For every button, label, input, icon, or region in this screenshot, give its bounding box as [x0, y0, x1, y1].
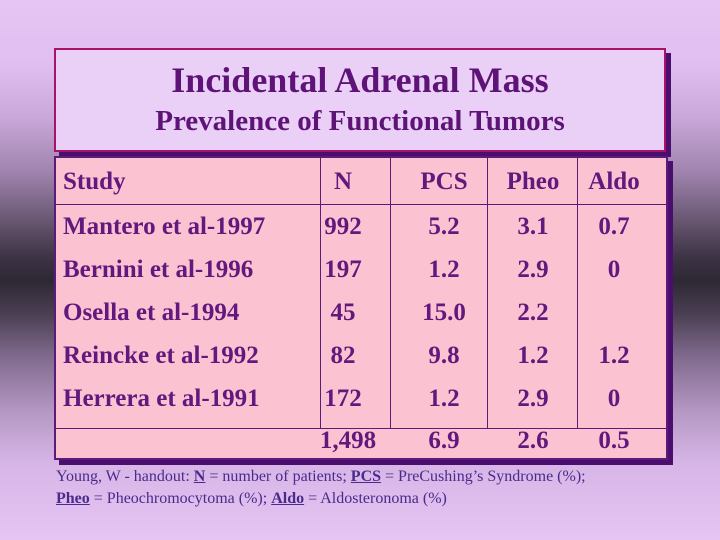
row-aldo: 0.7 [598, 213, 630, 240]
slide-subtitle: Prevalence of Functional Tumors [155, 105, 565, 137]
column-divider [390, 158, 391, 428]
row-study: Reincke et al-1992 [63, 342, 259, 369]
row-study: Osella et al-1994 [63, 299, 240, 326]
footnote: Young, W - handout: N = number of patien… [56, 466, 676, 510]
row-aldo: 0 [607, 256, 621, 283]
header-divider [56, 204, 666, 205]
footnote-pheo-def: = Pheochromocytoma (%); [89, 490, 272, 507]
total-pheo: 2.6 [517, 427, 549, 454]
header-n: N [333, 168, 353, 195]
total-pcs: 6.9 [428, 427, 460, 454]
row-pheo: 2.2 [517, 299, 549, 326]
row-n: 172 [324, 385, 362, 412]
title-box: Incidental Adrenal Mass Prevalence of Fu… [54, 48, 666, 152]
footnote-prefix: Young, W - handout: [56, 468, 194, 485]
header-pcs: PCS [420, 168, 468, 195]
column-divider [320, 158, 321, 428]
totals-divider [56, 428, 666, 429]
footnote-n-def: = number of patients; [205, 468, 351, 485]
row-aldo: 0 [607, 385, 621, 412]
row-pheo: 1.2 [517, 342, 549, 369]
footnote-n-abbr: N [193, 468, 206, 485]
row-n: 992 [324, 213, 362, 240]
header-study: Study [63, 168, 126, 195]
row-aldo: 1.2 [598, 342, 630, 369]
row-pcs: 5.2 [428, 213, 460, 240]
row-n: 45 [330, 299, 356, 326]
row-pcs: 1.2 [428, 385, 460, 412]
row-pcs: 1.2 [428, 256, 460, 283]
row-n: 82 [330, 342, 356, 369]
row-pcs: 9.8 [428, 342, 460, 369]
data-table: Study N PCS Pheo Aldo Mantero et al-1997… [54, 156, 668, 460]
footnote-pheo-abbr: Pheo [56, 490, 90, 507]
footnote-pcs-abbr: PCS [350, 468, 382, 485]
header-pheo: Pheo [506, 168, 560, 195]
column-divider [487, 158, 488, 428]
row-pheo: 2.9 [517, 385, 549, 412]
row-study: Mantero et al-1997 [63, 213, 266, 240]
total-aldo: 0.5 [598, 427, 630, 454]
row-pheo: 3.1 [517, 213, 549, 240]
total-n: 1,498 [319, 427, 377, 454]
row-study: Herrera et al-1991 [63, 385, 260, 412]
row-pcs: 15.0 [422, 299, 466, 326]
header-aldo: Aldo [588, 168, 640, 195]
footnote-aldo-abbr: Aldo [271, 490, 305, 507]
slide-title: Incidental Adrenal Mass [171, 60, 549, 100]
column-divider [577, 158, 578, 428]
row-study: Bernini et al-1996 [63, 256, 254, 283]
row-n: 197 [324, 256, 362, 283]
footnote-pcs-def: = PreCushing’s Syndrome (%); [381, 468, 586, 485]
row-pheo: 2.9 [517, 256, 549, 283]
footnote-aldo-def: = Aldosteronoma (%) [304, 490, 447, 507]
